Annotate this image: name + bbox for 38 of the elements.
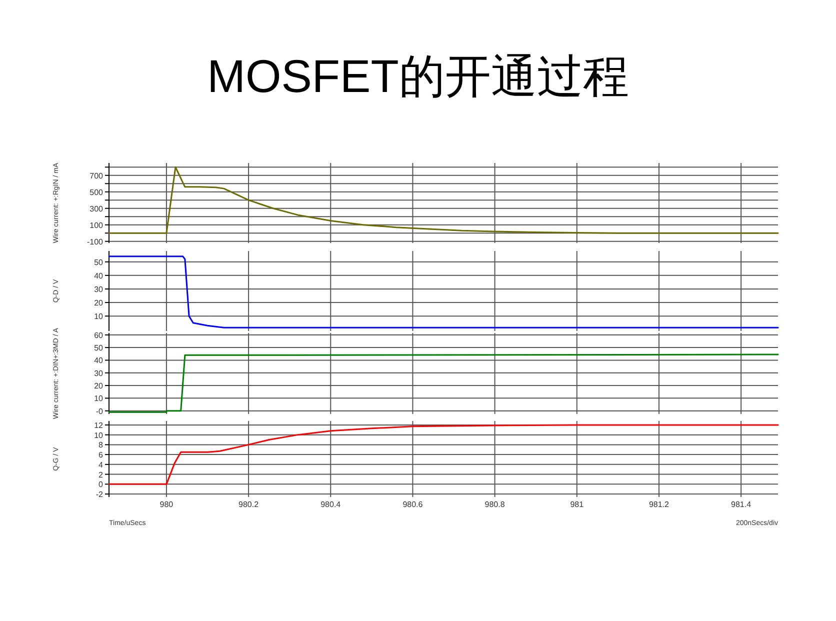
y-tick-label: 30 xyxy=(94,368,104,378)
y-tick-label: 40 xyxy=(94,271,104,280)
y-tick-label: 6 xyxy=(98,450,104,460)
y-tick-label: 8 xyxy=(98,440,104,450)
x-tick-label: 980.4 xyxy=(320,500,342,509)
y-tick-label: 12 xyxy=(94,420,104,430)
y-tick-label: 10 xyxy=(94,394,104,404)
x-tick-label: 980 xyxy=(160,500,174,509)
y-tick-label: 30 xyxy=(94,284,104,294)
line-series xyxy=(108,166,779,234)
line-series xyxy=(108,424,779,485)
y-tick-label: 700 xyxy=(90,171,104,180)
y-tick-label: 10 xyxy=(94,312,104,322)
x-tick-label: 980.2 xyxy=(238,500,260,509)
y-tick-label: -100 xyxy=(86,237,104,246)
x-tick-label: 981.4 xyxy=(731,500,752,509)
y-tick-label: -0 xyxy=(96,406,104,416)
y-tick-label: 100 xyxy=(90,220,104,230)
y-tick-label: 40 xyxy=(94,356,104,366)
y-tick-label: 300 xyxy=(90,204,104,214)
y-tick-label: 20 xyxy=(94,298,104,308)
x-tick-label: 981 xyxy=(570,500,584,509)
y-tick-label: 0 xyxy=(98,480,104,490)
line-series xyxy=(108,354,779,413)
y-tick-label: 50 xyxy=(94,258,104,267)
y-tick-label: 4 xyxy=(98,460,104,470)
y-tick-label: 10 xyxy=(94,430,104,440)
x-tick-label: 980.6 xyxy=(402,500,424,509)
x-tick-label: 981.2 xyxy=(648,500,670,509)
chart-title: MOSFET的开通过程 xyxy=(207,50,629,102)
y-tick-label: -2 xyxy=(96,490,104,500)
y-tick-label: 50 xyxy=(94,344,104,353)
y-tick-label: 500 xyxy=(90,188,104,197)
x-tick-label: 980.8 xyxy=(484,500,506,509)
y-tick-label: 60 xyxy=(94,330,104,340)
y-tick-label: 20 xyxy=(94,382,104,391)
line-series xyxy=(108,256,779,328)
y-tick-label: 2 xyxy=(98,470,104,480)
